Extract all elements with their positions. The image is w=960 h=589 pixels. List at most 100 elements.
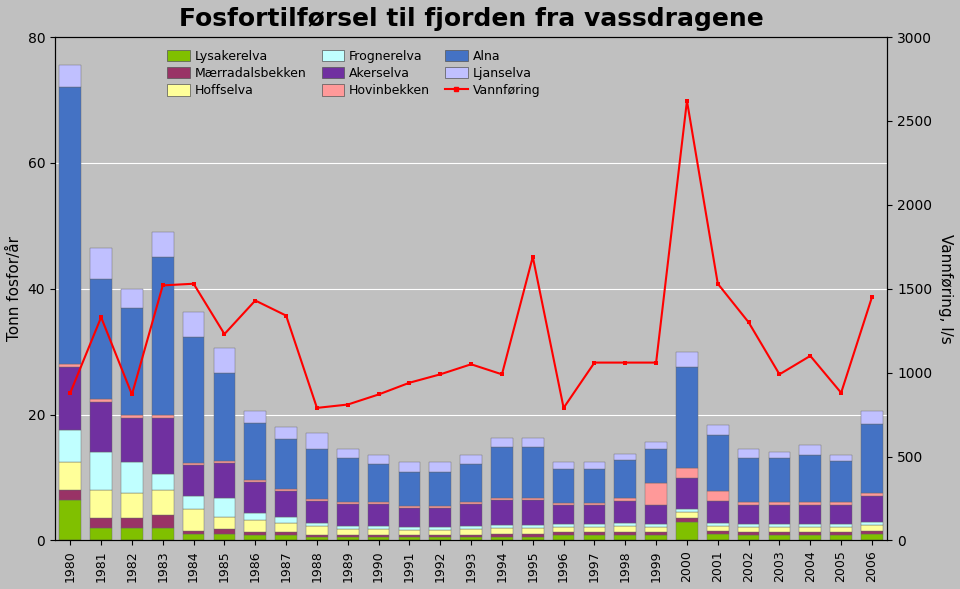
- Bar: [182, 509, 204, 531]
- Bar: [522, 499, 543, 525]
- Bar: [337, 449, 359, 458]
- Bar: [676, 518, 698, 522]
- Bar: [245, 514, 266, 519]
- Bar: [861, 497, 883, 522]
- Bar: [461, 455, 482, 464]
- Bar: [398, 527, 420, 530]
- Bar: [522, 534, 543, 537]
- Bar: [645, 449, 667, 483]
- Bar: [707, 425, 729, 435]
- Bar: [214, 517, 235, 529]
- Bar: [152, 232, 174, 257]
- Bar: [707, 526, 729, 531]
- Bar: [306, 523, 327, 526]
- Bar: [214, 498, 235, 517]
- Bar: [60, 431, 81, 462]
- Bar: [60, 87, 81, 364]
- Bar: [522, 525, 543, 528]
- Bar: [707, 534, 729, 541]
- Bar: [861, 522, 883, 525]
- Bar: [769, 502, 790, 505]
- Bar: [90, 248, 112, 279]
- Bar: [861, 525, 883, 531]
- Bar: [182, 312, 204, 337]
- Bar: [90, 402, 112, 452]
- Bar: [368, 455, 390, 464]
- Bar: [60, 499, 81, 541]
- Bar: [707, 531, 729, 534]
- Bar: [522, 447, 543, 498]
- Bar: [738, 532, 759, 535]
- Bar: [676, 478, 698, 509]
- Bar: [121, 493, 143, 518]
- Bar: [182, 463, 204, 465]
- Bar: [306, 433, 327, 449]
- Bar: [584, 504, 605, 505]
- Bar: [800, 455, 821, 502]
- Bar: [676, 512, 698, 518]
- Bar: [276, 426, 297, 439]
- Bar: [584, 505, 605, 524]
- Bar: [492, 534, 513, 537]
- Bar: [152, 528, 174, 541]
- Y-axis label: Tonn fosfor/år: Tonn fosfor/år: [7, 236, 22, 341]
- Bar: [830, 502, 852, 505]
- Bar: [861, 412, 883, 424]
- Bar: [182, 534, 204, 541]
- Bar: [121, 462, 143, 493]
- Bar: [614, 460, 636, 498]
- Bar: [152, 490, 174, 515]
- Bar: [60, 65, 81, 87]
- Bar: [306, 535, 327, 537]
- Bar: [245, 423, 266, 480]
- Bar: [861, 531, 883, 534]
- Bar: [769, 532, 790, 535]
- Bar: [398, 472, 420, 507]
- Bar: [645, 483, 667, 505]
- Bar: [769, 458, 790, 502]
- Bar: [553, 532, 574, 535]
- Bar: [492, 537, 513, 541]
- Bar: [461, 535, 482, 537]
- Bar: [800, 535, 821, 541]
- Bar: [90, 279, 112, 399]
- Bar: [645, 535, 667, 541]
- Bar: [492, 499, 513, 525]
- Bar: [707, 491, 729, 501]
- Bar: [337, 502, 359, 504]
- Bar: [614, 498, 636, 501]
- Bar: [245, 480, 266, 482]
- Bar: [245, 482, 266, 514]
- Bar: [152, 415, 174, 418]
- Bar: [214, 463, 235, 498]
- Bar: [182, 337, 204, 463]
- Bar: [214, 529, 235, 534]
- Bar: [182, 497, 204, 509]
- Bar: [60, 368, 81, 431]
- Title: Fosfortilførsel til fjorden fra vassdragene: Fosfortilførsel til fjorden fra vassdrag…: [179, 7, 763, 31]
- Bar: [522, 498, 543, 499]
- Bar: [676, 352, 698, 368]
- Bar: [461, 526, 482, 529]
- Bar: [553, 535, 574, 541]
- Bar: [584, 527, 605, 532]
- Bar: [276, 532, 297, 535]
- Bar: [738, 458, 759, 502]
- Bar: [614, 501, 636, 523]
- Bar: [461, 502, 482, 504]
- Bar: [830, 455, 852, 461]
- Bar: [214, 373, 235, 461]
- Bar: [398, 530, 420, 535]
- Bar: [769, 535, 790, 541]
- Bar: [214, 348, 235, 373]
- Bar: [121, 518, 143, 528]
- Bar: [522, 537, 543, 541]
- Bar: [429, 508, 451, 527]
- Bar: [614, 523, 636, 526]
- Bar: [492, 528, 513, 534]
- Bar: [645, 505, 667, 524]
- Bar: [522, 438, 543, 447]
- Bar: [90, 452, 112, 490]
- Bar: [800, 445, 821, 455]
- Bar: [800, 505, 821, 524]
